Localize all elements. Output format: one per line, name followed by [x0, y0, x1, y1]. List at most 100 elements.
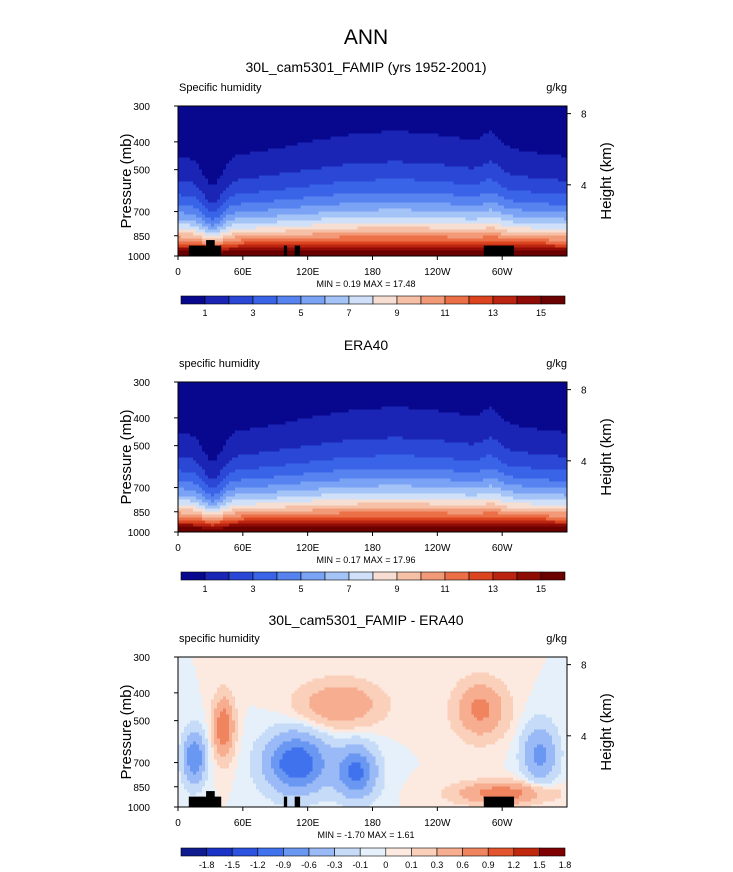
field-cell: [507, 202, 511, 206]
field-cell: [288, 232, 293, 236]
field-cell: [291, 142, 296, 146]
field-cell: [363, 160, 367, 164]
field-cell: [558, 166, 562, 170]
field-cell: [549, 217, 553, 221]
field-cell: [189, 160, 194, 164]
field-cell: [297, 184, 302, 188]
field-cell: [285, 205, 290, 209]
field-cell: [342, 214, 346, 218]
field-cell: [537, 178, 541, 182]
field-cell: [294, 238, 299, 242]
field-cell: [276, 241, 281, 245]
field-cell: [489, 181, 493, 185]
field-cell: [396, 220, 400, 224]
field-cell: [396, 211, 400, 215]
field-cell: [312, 232, 317, 236]
field-cell: [231, 220, 236, 224]
field-cell: [537, 244, 541, 248]
field-cell: [435, 163, 439, 167]
field-cell: [178, 250, 182, 254]
field-cell: [468, 205, 472, 209]
field-cell: [225, 196, 230, 200]
field-cell: [351, 202, 355, 206]
field-cell: [525, 145, 529, 149]
field-cell: [411, 184, 415, 188]
field-cell: [282, 169, 287, 173]
field-cell: [456, 166, 460, 170]
field-cell: [492, 232, 496, 236]
field-cell: [489, 211, 493, 215]
field-cell: [477, 229, 481, 233]
field-cell: [189, 157, 194, 161]
field-cell: [192, 241, 197, 245]
field-cell: [519, 205, 523, 209]
field-cell: [300, 187, 305, 191]
field-cell: [546, 142, 550, 146]
field-cell: [291, 241, 296, 245]
field-cell: [324, 196, 329, 200]
field-cell: [408, 220, 412, 224]
field-cell: [327, 151, 332, 155]
field-cell: [222, 181, 227, 185]
field-cell: [327, 190, 332, 194]
field-cell: [360, 235, 364, 239]
field-cell: [561, 244, 565, 248]
field-cell: [273, 151, 278, 155]
field-cell: [222, 205, 227, 209]
field-cell: [552, 190, 556, 194]
field-cell: [243, 220, 248, 224]
field-cell: [372, 169, 376, 173]
field-cell: [258, 187, 263, 191]
field-cell: [186, 253, 191, 257]
field-cell: [276, 238, 281, 242]
field-cell: [339, 151, 343, 155]
field-cell: [549, 187, 553, 191]
field-cell: [213, 223, 218, 227]
field-cell: [297, 223, 302, 227]
field-cell: [504, 157, 508, 161]
field-cell: [351, 172, 355, 176]
field-cell: [303, 232, 308, 236]
field-cell: [528, 172, 532, 176]
field-cell: [399, 178, 403, 182]
field-cell: [447, 184, 451, 188]
field-cell: [435, 199, 439, 203]
field-cell: [213, 166, 218, 170]
field-cell: [387, 181, 391, 185]
field-cell: [483, 214, 487, 218]
field-cell: [333, 253, 337, 257]
field-cell: [351, 148, 355, 152]
field-cell: [219, 175, 224, 179]
field-cell: [465, 157, 469, 161]
field-cell: [183, 160, 188, 164]
field-cell: [381, 166, 385, 170]
field-cell: [543, 241, 547, 245]
field-cell: [183, 178, 188, 182]
field-cell: [186, 238, 191, 242]
field-cell: [210, 166, 215, 170]
field-cell: [384, 214, 388, 218]
field-cell: [483, 229, 487, 233]
field-cell: [210, 208, 215, 212]
field-cell: [306, 184, 311, 188]
field-cell: [261, 142, 266, 146]
field-cell: [243, 172, 248, 176]
field-cell: [267, 244, 272, 248]
field-cell: [528, 151, 532, 155]
field-cell: [420, 145, 424, 149]
field-cell: [483, 175, 487, 179]
field-cell: [312, 205, 317, 209]
field-cell: [339, 211, 343, 215]
field-cell: [471, 199, 475, 203]
field-cell: [429, 178, 433, 182]
field-cell: [324, 145, 329, 149]
field-cell: [513, 217, 517, 221]
field-cell: [561, 238, 565, 242]
field-cell: [231, 238, 236, 242]
field-cell: [201, 211, 206, 215]
field-cell: [420, 172, 424, 176]
field-cell: [441, 151, 445, 155]
field-cell: [564, 169, 568, 173]
field-cell: [492, 217, 496, 221]
field-cell: [546, 157, 550, 161]
